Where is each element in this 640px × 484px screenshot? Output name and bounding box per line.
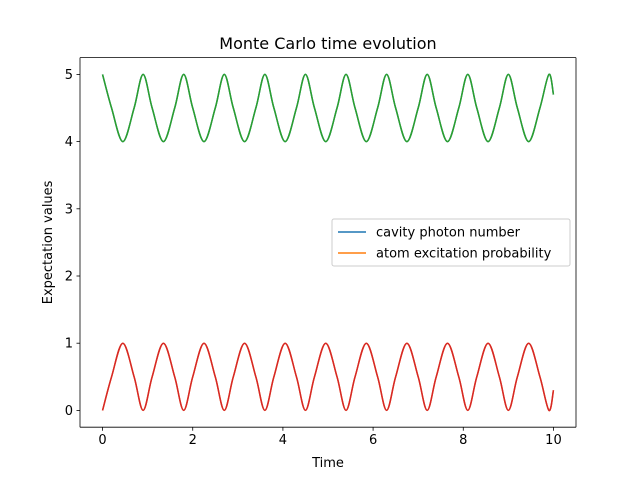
y-tick-label: 3: [65, 202, 73, 217]
y-tick-label: 0: [65, 404, 73, 419]
y-axis-label: Expectation values: [41, 180, 56, 304]
legend-label: atom excitation probability: [376, 247, 552, 262]
y-tick-label: 2: [65, 270, 73, 285]
x-tick-label: 0: [98, 433, 106, 448]
series-layer: [101, 73, 555, 412]
legend-label: cavity photon number: [376, 226, 521, 241]
x-axis-label: Time: [311, 456, 344, 471]
series-line-4: [101, 342, 555, 412]
chart-title: Monte Carlo time evolution: [219, 34, 436, 53]
ticks-layer: 0 2 4 6 8 10 0 1 2 3 4 5: [65, 68, 562, 448]
x-tick-label: 4: [279, 433, 287, 448]
legend: cavity photon number atom excitation prob…: [331, 218, 571, 267]
x-tick-label: 6: [369, 433, 377, 448]
y-tick-label: 4: [65, 135, 73, 150]
y-tick-label: 5: [65, 68, 73, 83]
axes-layer: [79, 57, 577, 428]
legend-frame: [331, 218, 571, 267]
series-line-3: [101, 73, 555, 143]
x-tick-label: 10: [545, 433, 562, 448]
x-tick-label: 8: [459, 433, 467, 448]
x-tick-label: 2: [189, 433, 197, 448]
y-tick-label: 1: [65, 337, 73, 352]
